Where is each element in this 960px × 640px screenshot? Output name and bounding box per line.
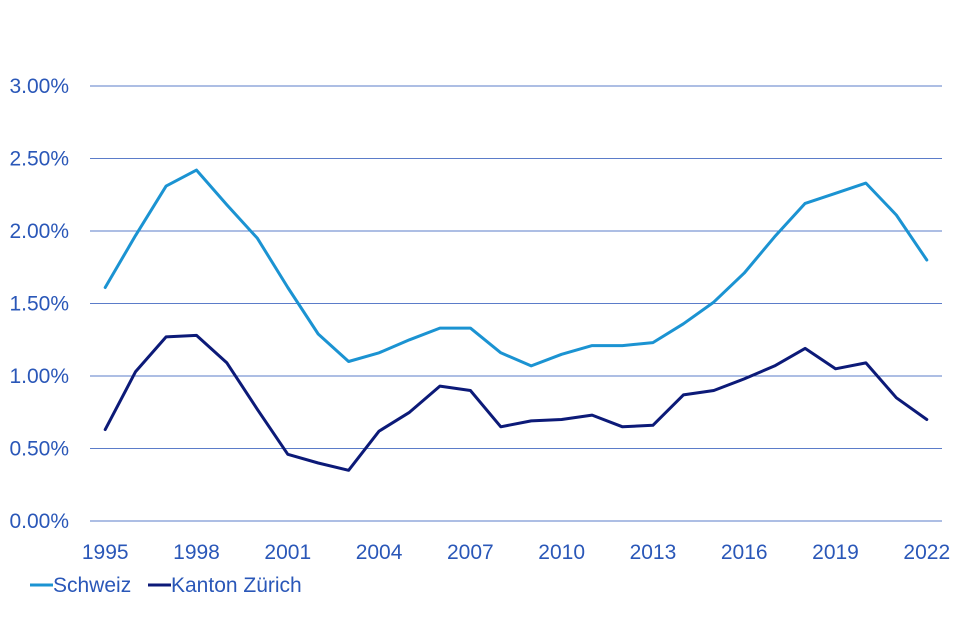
series-lines <box>103 168 929 472</box>
y-gridlines <box>90 85 942 522</box>
y-tick-label: 1.00% <box>9 365 69 388</box>
y-axis-tick-labels: 0.00% 0.50% 1.00% 1.50% 2.00% 2.50% 3.00% <box>9 75 69 533</box>
x-tick-label: 2022 <box>903 541 950 564</box>
x-tick-label: 1995 <box>82 541 129 564</box>
legend-label: Schweiz <box>53 574 131 597</box>
y-tick-label: 0.50% <box>9 438 69 461</box>
x-tick-label: 2001 <box>264 541 311 564</box>
x-tick-label: 2004 <box>356 541 403 564</box>
y-tick-label: 0.00% <box>9 510 69 533</box>
legend-label: Kanton Zürich <box>171 574 302 597</box>
y-tick-label: 2.00% <box>9 220 69 243</box>
y-tick-label: 1.50% <box>9 293 69 316</box>
y-tick-label: 3.00% <box>9 75 69 98</box>
x-tick-label: 2010 <box>538 541 585 564</box>
legend: Schweiz Kanton Zürich <box>30 574 302 597</box>
x-tick-label: 2016 <box>721 541 768 564</box>
x-tick-label: 2007 <box>447 541 494 564</box>
y-tick-label: 2.50% <box>9 148 69 171</box>
x-axis-tick-labels: 1995 1998 2001 2004 2007 2010 2013 2016 2019 2022 <box>82 541 950 564</box>
x-tick-label: 1998 <box>173 541 220 564</box>
x-tick-label: 2013 <box>630 541 677 564</box>
series-line-schweiz <box>103 168 929 368</box>
x-tick-label: 2019 <box>812 541 859 564</box>
series-line-kanton-zuerich <box>103 333 929 472</box>
